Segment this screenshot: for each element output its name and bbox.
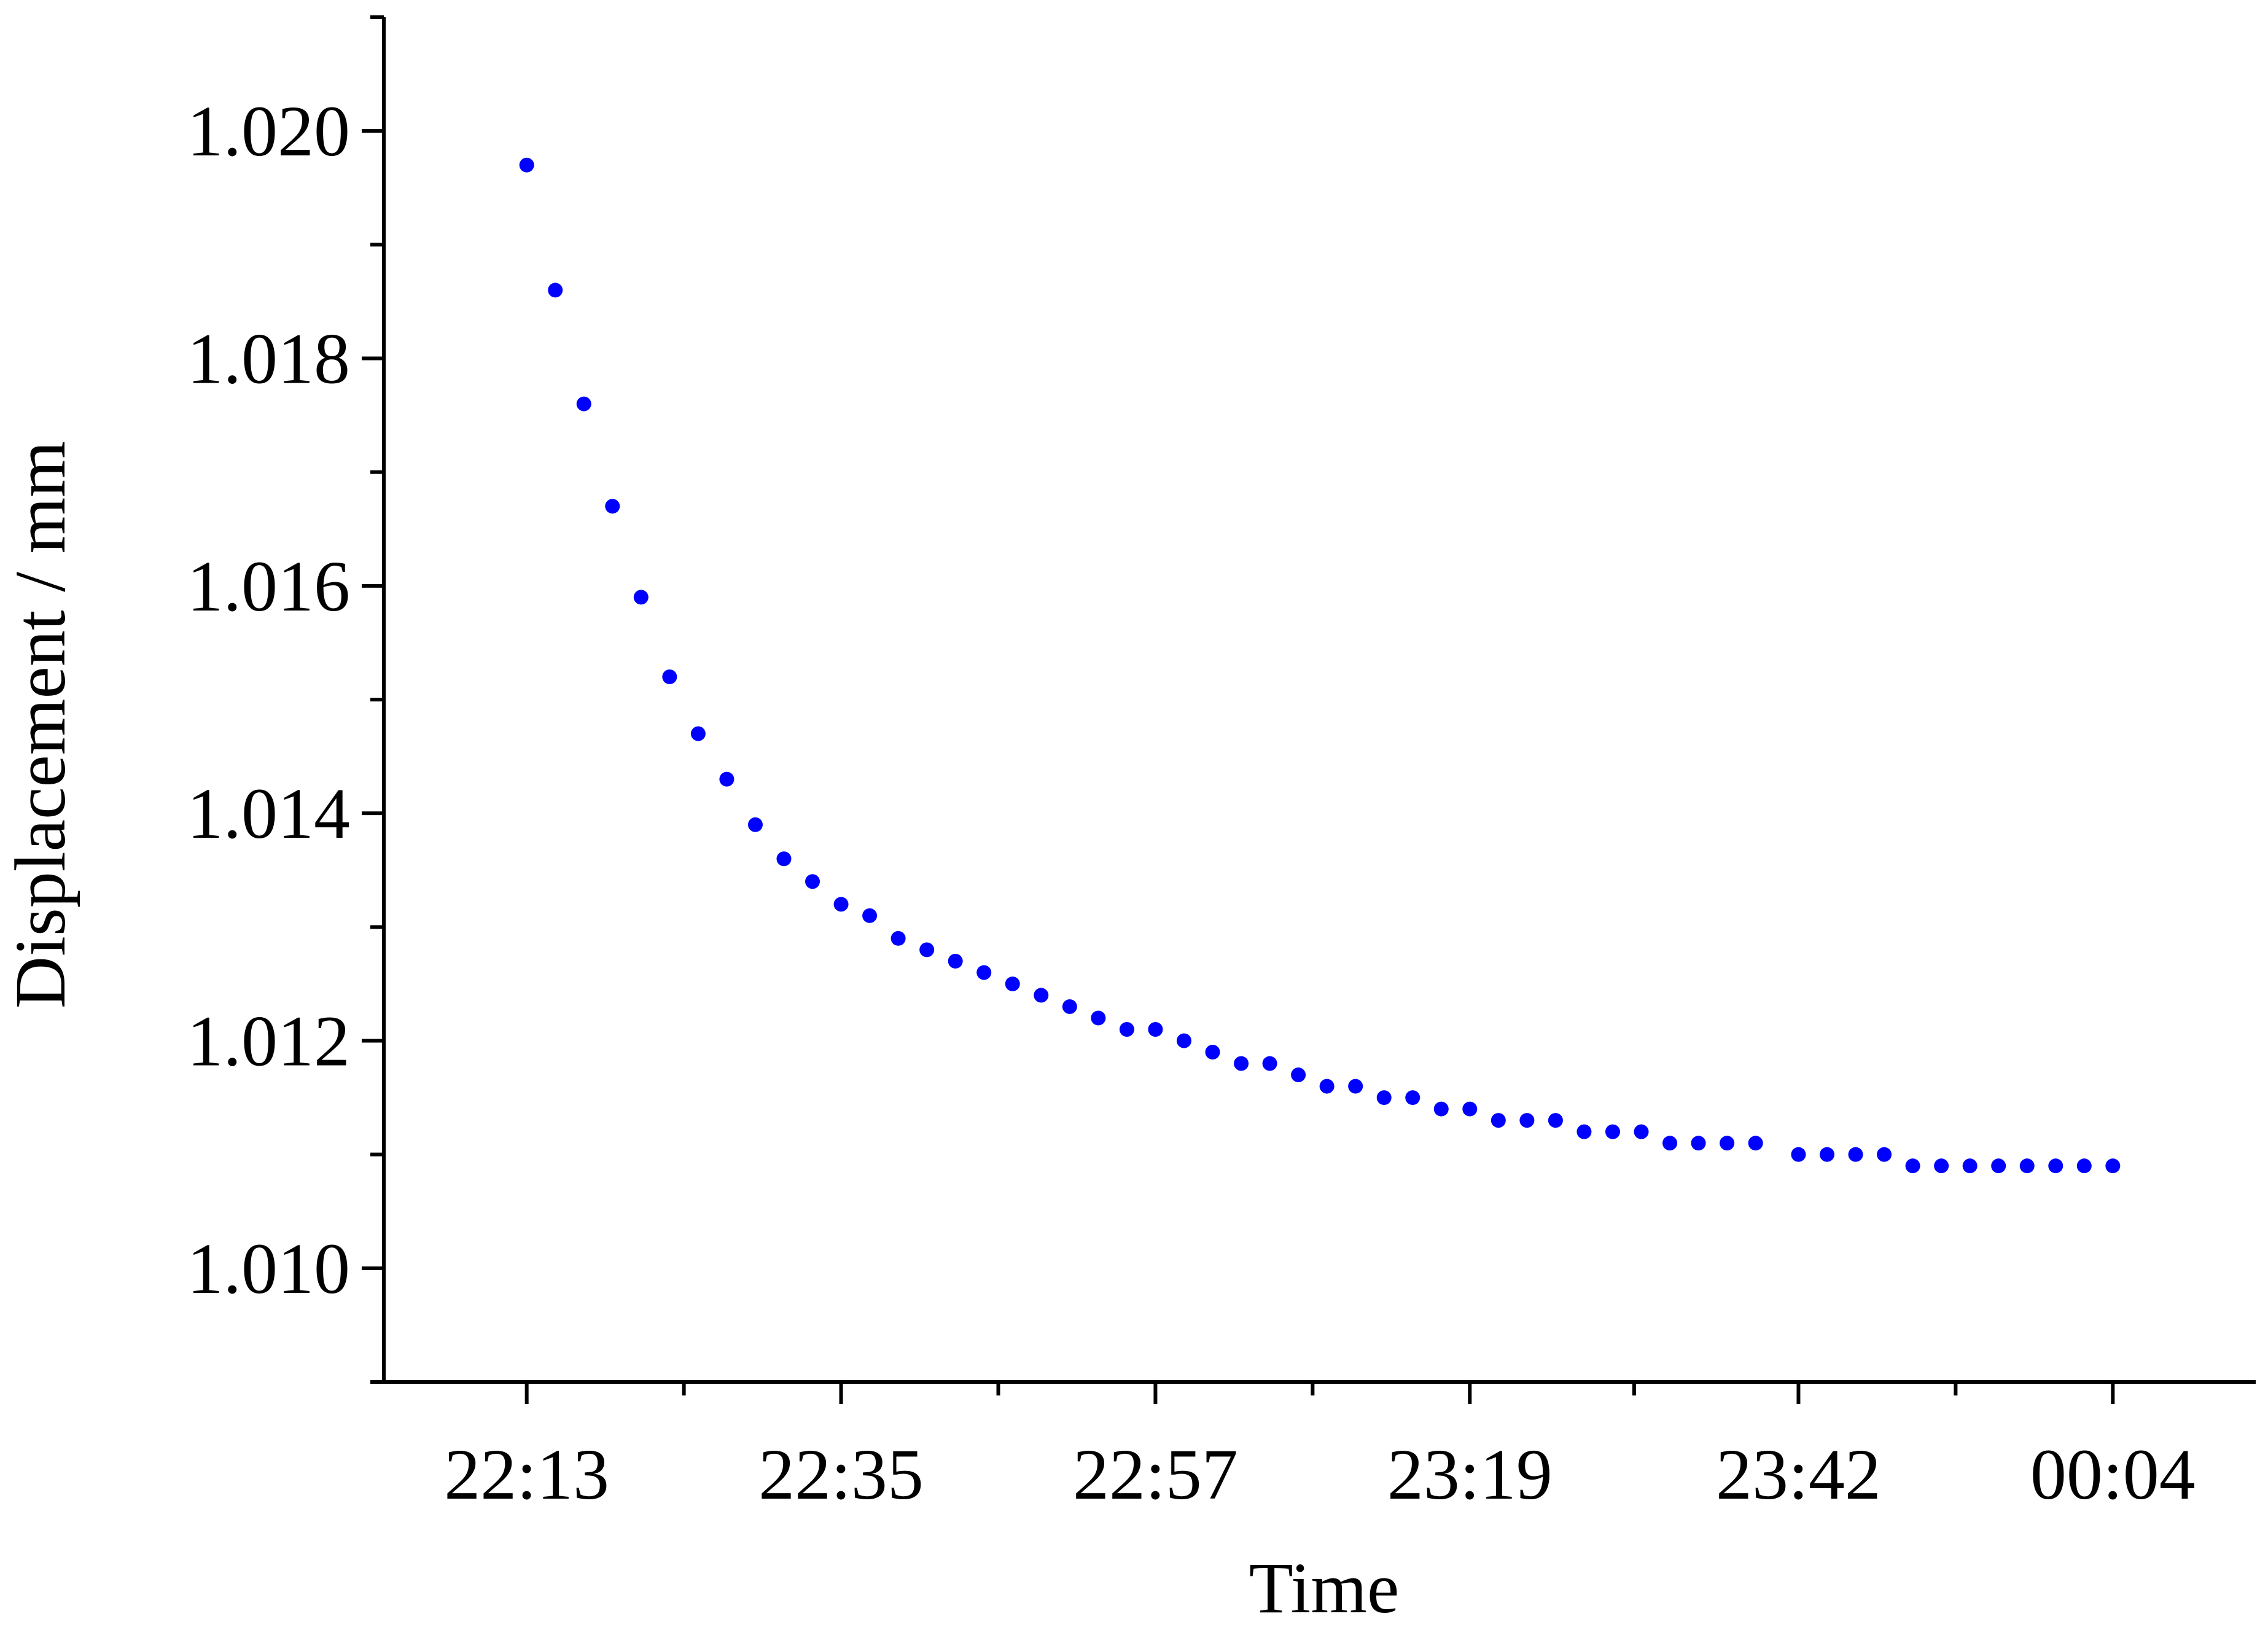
y-tick-label: 1.010 xyxy=(187,1228,351,1309)
data-points xyxy=(519,157,2121,1174)
data-point xyxy=(1176,1033,1191,1048)
data-point xyxy=(1433,1101,1449,1117)
data-point xyxy=(1877,1147,1892,1162)
data-point xyxy=(662,669,677,684)
data-point xyxy=(1691,1136,1706,1151)
y-axis-title: Displacement / mm xyxy=(0,441,80,1009)
data-point xyxy=(1462,1101,1478,1117)
data-point xyxy=(1062,999,1077,1014)
data-point xyxy=(1091,1010,1106,1026)
data-point xyxy=(1605,1124,1620,1139)
x-tick-label: 23:42 xyxy=(1716,1434,1881,1515)
x-tick-label: 00:04 xyxy=(2030,1434,2196,1515)
data-point xyxy=(919,942,935,958)
data-point xyxy=(633,590,649,605)
y-tick-label: 1.018 xyxy=(187,319,351,399)
data-point xyxy=(1720,1136,1735,1151)
x-tick-label: 22:13 xyxy=(444,1434,609,1515)
tick-marks xyxy=(362,15,2115,1404)
data-point xyxy=(548,283,563,298)
x-tick-label: 22:57 xyxy=(1073,1434,1238,1515)
data-point xyxy=(719,771,735,787)
data-point xyxy=(1148,1021,1163,1037)
data-point xyxy=(976,965,992,980)
data-point xyxy=(1405,1090,1420,1106)
data-point xyxy=(1119,1021,1134,1037)
data-point xyxy=(1005,976,1020,991)
axes xyxy=(382,17,2256,1384)
y-tick-label: 1.012 xyxy=(187,1001,351,1082)
data-point xyxy=(1819,1147,1834,1162)
data-point xyxy=(1905,1158,1920,1174)
data-point xyxy=(1262,1056,1277,1071)
data-point xyxy=(1991,1158,2006,1174)
data-point xyxy=(690,726,706,741)
data-point xyxy=(948,953,963,969)
data-point xyxy=(776,851,792,867)
y-tick-label: 1.020 xyxy=(187,91,351,171)
data-point xyxy=(2019,1158,2035,1174)
y-tick-label: 1.016 xyxy=(187,546,351,626)
data-point xyxy=(2105,1158,2121,1174)
data-point xyxy=(1548,1113,1563,1128)
data-point xyxy=(576,396,591,412)
data-point xyxy=(1519,1113,1535,1128)
data-point xyxy=(1848,1147,1863,1162)
data-point xyxy=(833,897,849,912)
data-point xyxy=(1491,1113,1506,1128)
x-tick-label: 22:35 xyxy=(758,1434,924,1515)
data-point xyxy=(605,499,620,514)
tick-labels: 1.010 1.012 1.014 1.016 1.018 1.020 22:13 22:35… xyxy=(187,91,2196,1515)
data-point xyxy=(1934,1158,1949,1174)
x-tick-label: 23:19 xyxy=(1387,1434,1553,1515)
data-point xyxy=(1662,1136,1678,1151)
data-point xyxy=(1376,1090,1392,1106)
data-point xyxy=(747,817,763,832)
data-point xyxy=(2048,1158,2063,1174)
data-point xyxy=(890,931,906,946)
data-point xyxy=(1348,1079,1363,1094)
data-point xyxy=(1291,1067,1306,1083)
x-axis-title: Time xyxy=(1249,1548,1400,1628)
data-point xyxy=(1319,1079,1335,1094)
data-point xyxy=(1234,1056,1249,1071)
data-point xyxy=(1034,988,1049,1003)
data-point xyxy=(1962,1158,1978,1174)
data-point xyxy=(805,874,820,889)
data-point xyxy=(1205,1045,1220,1060)
data-point xyxy=(1791,1147,1806,1162)
data-point xyxy=(1748,1136,1763,1151)
data-point xyxy=(1634,1124,1649,1139)
data-point xyxy=(2076,1158,2092,1174)
data-point xyxy=(862,908,878,923)
data-point xyxy=(519,157,534,173)
y-tick-label: 1.014 xyxy=(187,773,351,854)
data-point xyxy=(1576,1124,1592,1139)
